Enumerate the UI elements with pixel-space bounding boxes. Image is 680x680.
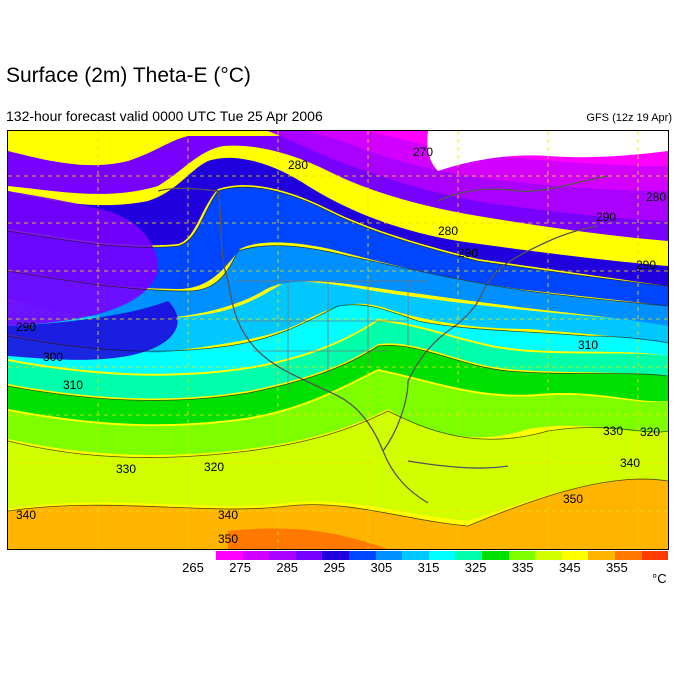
contour-label: 340 (620, 456, 640, 470)
contour-label: 330 (116, 462, 136, 476)
color-scale-bar (216, 551, 669, 560)
theta-e-map: 280 270 280 290 290 280 290 290 300 310 … (7, 130, 669, 550)
band-yellow-green (8, 411, 668, 521)
contour-label: 290 (458, 246, 478, 260)
model-run-label: GFS (12z 19 Apr) (586, 112, 672, 124)
colorbar-segment (614, 551, 642, 560)
contour-label: 280 (288, 158, 308, 172)
contour-labels: 280 270 280 290 290 280 290 290 300 310 … (16, 145, 666, 546)
colorbar-tick-label: 265 (182, 560, 204, 575)
unit-label: °C (652, 571, 667, 586)
contour-label: 290 (16, 320, 36, 334)
contour-label: 310 (63, 378, 83, 392)
colorbar-segment (428, 551, 456, 560)
band-orange (8, 479, 668, 549)
colorbar-segment (561, 551, 589, 560)
state-borders (238, 280, 428, 391)
contour-label: 320 (204, 460, 224, 474)
colorbar-tick-label: 285 (276, 560, 299, 575)
band-white-cold (427, 131, 668, 171)
contour-label: 350 (218, 532, 238, 546)
contour-label: 290 (596, 210, 616, 224)
colorbar-segment (455, 551, 482, 560)
colorbar-tick-label: 345 (558, 560, 581, 575)
colorbar-segment (508, 551, 536, 560)
band-green (8, 345, 668, 425)
colorbar-segment (269, 551, 296, 560)
contour-label: 270 (413, 145, 433, 159)
band-pacific-blue (8, 301, 178, 360)
colorbar-segment (641, 551, 669, 560)
colorbar-segment (322, 551, 349, 560)
contour-label: 320 (640, 425, 660, 439)
contour-label: 350 (563, 492, 583, 506)
colorbar-segment (348, 551, 376, 560)
colorbar-tick-label: 315 (417, 560, 440, 575)
contour-label: 280 (646, 190, 666, 204)
band-dark-blue (8, 157, 668, 286)
colorbar-tick-label: 275 (229, 560, 251, 575)
contour-label: 290 (636, 258, 656, 272)
forecast-valid-time: 132-hour forecast valid 0000 UTC Tue 25 … (6, 108, 323, 124)
band-pacific-violet (8, 191, 158, 326)
colorbar-segment (588, 551, 615, 560)
colorbar-segment (216, 551, 243, 560)
colorbar-tick-label: 305 (370, 560, 393, 575)
band-orange-south (228, 528, 388, 549)
map-svg: 280 270 280 290 290 280 290 290 300 310 … (8, 131, 668, 549)
coastlines (157, 175, 609, 504)
colorbar-segment (242, 551, 270, 560)
band-light-blue (8, 281, 668, 353)
contour-label: 310 (578, 338, 598, 352)
band-sky-blue (8, 245, 668, 326)
colorbar-segment (295, 551, 323, 560)
colorbar-tick-label: 335 (511, 560, 534, 575)
contour-label: 330 (603, 424, 623, 438)
colorbar-segment (375, 551, 403, 560)
colorbar-segment (481, 551, 509, 560)
band-blue (8, 187, 668, 306)
contour-label: 340 (16, 508, 36, 522)
colorbar-tick-label: 295 (323, 560, 346, 575)
colorbar-segment (402, 551, 429, 560)
contour-label: 300 (43, 350, 63, 364)
band-light-green (8, 371, 668, 455)
contour-label: 340 (218, 508, 238, 522)
colorbar-segment (535, 551, 562, 560)
band-teal-green (8, 321, 668, 399)
colorbar-tick-label: 325 (464, 560, 487, 575)
band-cyan (8, 304, 668, 374)
contour-lines (8, 186, 668, 527)
colorbar-tick-label: 355 (606, 560, 628, 575)
contour-label: 280 (438, 224, 458, 238)
chart-title: Surface (2m) Theta-E (°C) (6, 64, 251, 87)
